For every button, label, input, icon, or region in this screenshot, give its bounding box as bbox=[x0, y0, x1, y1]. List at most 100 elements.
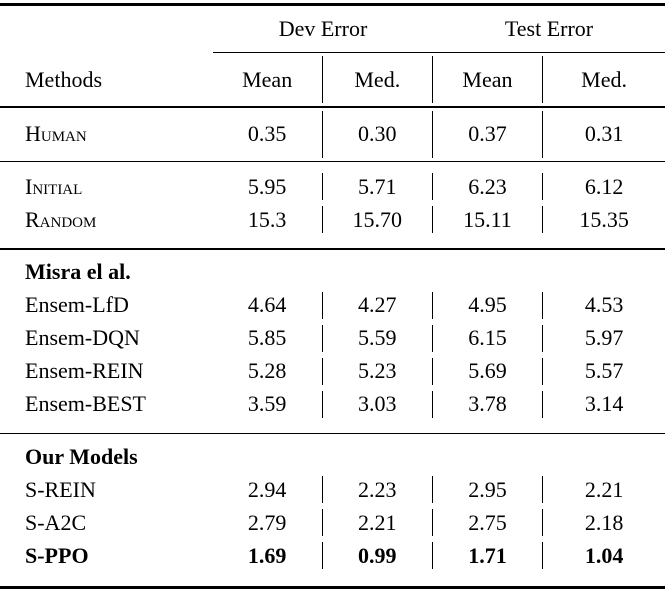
value-cell: 3.59 bbox=[247, 391, 287, 416]
method-cell: Random bbox=[25, 206, 97, 232]
column-divider bbox=[321, 542, 323, 569]
column-divider bbox=[541, 390, 544, 418]
method-cell: Human bbox=[25, 121, 87, 146]
value-cell: 1.69 bbox=[247, 542, 287, 568]
value-cell: 4.53 bbox=[584, 292, 624, 317]
value-cell: 5.85 bbox=[247, 325, 287, 350]
method-cell: Ensem-REIN bbox=[25, 358, 144, 383]
value-cell: 15.70 bbox=[352, 206, 403, 232]
value-cell: 2.95 bbox=[468, 476, 507, 502]
value-cell: 0.37 bbox=[468, 121, 507, 146]
column-divider bbox=[431, 291, 434, 319]
value-cell: 0.30 bbox=[358, 121, 397, 146]
value-cell: 2.75 bbox=[468, 509, 507, 535]
value-cell: 5.57 bbox=[584, 358, 624, 383]
column-divider bbox=[321, 110, 323, 158]
table-row: S-PPO 1.69 0.99 1.71 1.04 bbox=[0, 539, 665, 572]
value-cell: 2.94 bbox=[247, 476, 287, 502]
value-cell: 0.99 bbox=[358, 542, 397, 568]
value-cell: 5.95 bbox=[247, 173, 287, 199]
column-divider bbox=[541, 56, 544, 103]
value-cell: 4.64 bbox=[247, 292, 287, 317]
value-cell: 5.59 bbox=[358, 325, 397, 350]
column-divider bbox=[321, 476, 323, 503]
column-divider bbox=[541, 206, 544, 233]
method-cell: S-PPO bbox=[25, 542, 89, 568]
value-cell: 2.21 bbox=[584, 476, 624, 502]
method-cell: Ensem-DQN bbox=[25, 325, 140, 350]
method-cell: S-A2C bbox=[25, 509, 87, 535]
column-divider bbox=[321, 56, 323, 103]
column-divider bbox=[321, 324, 323, 352]
column-divider bbox=[541, 291, 544, 319]
value-cell: 3.03 bbox=[358, 391, 397, 416]
table-row: Ensem-LfD 4.64 4.27 4.95 4.53 bbox=[0, 289, 665, 322]
column-divider bbox=[431, 390, 434, 418]
section-rule bbox=[0, 432, 665, 434]
column-divider bbox=[321, 291, 323, 319]
value-cell: 3.78 bbox=[468, 391, 507, 416]
table-row: Random 15.3 15.70 15.11 15.35 bbox=[0, 203, 665, 236]
value-cell: 5.23 bbox=[358, 358, 397, 383]
value-cell: 2.23 bbox=[358, 476, 397, 502]
column-divider bbox=[321, 357, 323, 385]
group-underline-rule bbox=[213, 51, 665, 53]
method-cell: Initial bbox=[25, 173, 83, 199]
value-cell: 2.79 bbox=[247, 509, 287, 535]
value-cell: 3.14 bbox=[584, 391, 624, 416]
section-title: Misra el al. bbox=[25, 259, 131, 284]
column-divider bbox=[431, 476, 434, 503]
col-header-mean-test: Mean bbox=[462, 66, 513, 92]
method-cell: Ensem-LfD bbox=[25, 292, 129, 317]
group-header-row: Dev Error Test Error bbox=[0, 6, 665, 52]
col-group-test-error: Test Error bbox=[504, 15, 594, 41]
method-cell: Ensem-BEST bbox=[25, 391, 146, 416]
table-top-rule bbox=[0, 3, 665, 6]
table-row: S-A2C 2.79 2.21 2.75 2.18 bbox=[0, 506, 665, 539]
column-divider bbox=[541, 173, 544, 200]
col-header-med-dev: Med. bbox=[354, 66, 401, 92]
column-divider bbox=[431, 56, 434, 103]
column-divider bbox=[321, 509, 323, 536]
value-cell: 6.12 bbox=[584, 173, 624, 199]
section-rule bbox=[0, 248, 665, 250]
value-cell: 6.15 bbox=[468, 325, 507, 350]
section-title-row: Our Models bbox=[0, 440, 665, 473]
value-cell: 15.11 bbox=[463, 206, 512, 232]
method-cell: S-REIN bbox=[25, 476, 96, 502]
value-cell: 6.23 bbox=[468, 173, 507, 199]
value-cell: 4.27 bbox=[358, 292, 397, 317]
column-divider bbox=[321, 390, 323, 418]
column-divider bbox=[431, 324, 434, 352]
column-divider bbox=[431, 206, 434, 233]
misra-section: Misra el al. Ensem-LfD 4.64 4.27 4.95 4.… bbox=[0, 250, 665, 433]
column-divider bbox=[541, 110, 544, 158]
value-cell: 5.69 bbox=[468, 358, 507, 383]
value-cell: 5.97 bbox=[584, 325, 624, 350]
column-divider bbox=[431, 509, 434, 536]
column-divider bbox=[431, 357, 434, 385]
col-header-mean-dev: Mean bbox=[242, 66, 293, 92]
column-divider bbox=[541, 476, 544, 503]
column-divider bbox=[431, 173, 434, 200]
table-row: Ensem-REIN 5.28 5.23 5.69 5.57 bbox=[0, 355, 665, 388]
section-title-row: Misra el al. bbox=[0, 256, 665, 289]
our-models-section: Our Models S-REIN 2.94 2.23 2.95 2.21 S-… bbox=[0, 434, 665, 586]
table-row: Ensem-DQN 5.85 5.59 6.15 5.97 bbox=[0, 322, 665, 355]
value-cell: 1.71 bbox=[468, 542, 507, 568]
value-cell: 15.35 bbox=[579, 206, 629, 232]
section-rule bbox=[0, 160, 665, 162]
value-cell: 4.95 bbox=[468, 292, 507, 317]
value-cell: 5.71 bbox=[358, 173, 397, 199]
methods-header: Methods bbox=[25, 66, 102, 92]
table-bottom-rule bbox=[0, 586, 665, 589]
column-divider bbox=[431, 110, 434, 158]
value-cell: 0.35 bbox=[247, 121, 287, 146]
column-divider bbox=[541, 357, 544, 385]
column-divider bbox=[541, 509, 544, 536]
value-cell: 2.21 bbox=[358, 509, 397, 535]
column-divider bbox=[541, 324, 544, 352]
column-divider bbox=[431, 542, 434, 569]
value-cell: 5.28 bbox=[247, 358, 287, 383]
table-row: Human 0.35 0.30 0.37 0.31 bbox=[0, 108, 665, 161]
